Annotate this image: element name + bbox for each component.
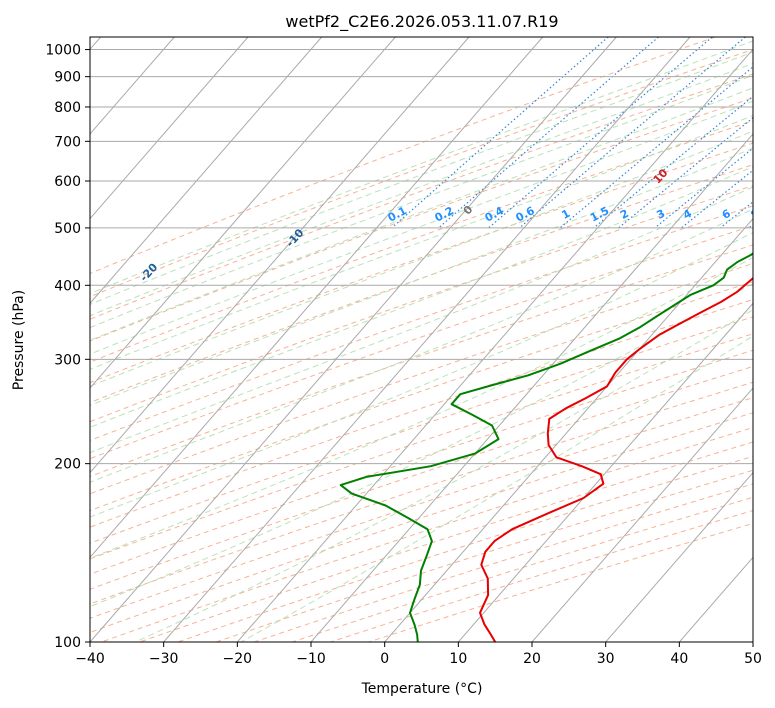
dry-adiabat-line (90, 281, 753, 512)
mixing-ratio-label: 0.6 (514, 204, 538, 225)
x-tick-label: 20 (523, 651, 541, 667)
dewpoint-profile-line (339, 252, 753, 642)
x-axis-label: Temperature (°C) (361, 681, 483, 697)
x-tick-label: 10 (449, 651, 467, 667)
y-tick-label: 900 (54, 70, 81, 86)
mixing-ratio-label: 3 (654, 207, 667, 222)
isotherm-line (90, 37, 617, 642)
mixing-ratio-line (519, 37, 746, 229)
isotherm-line (163, 37, 691, 642)
y-tick-label: 1000 (45, 43, 81, 59)
mixing-ratio-line (681, 169, 753, 229)
isotherm-line (457, 302, 753, 642)
moist-adiabat-line (90, 130, 753, 387)
moist-adiabat-line (90, 40, 753, 295)
y-tick-label: 800 (54, 100, 81, 116)
moist-adiabat-line (90, 74, 753, 329)
y-axis-label: Pressure (hPa) (11, 290, 27, 390)
dry-adiabat-line (330, 509, 753, 642)
moist-adiabat-line (90, 62, 753, 317)
dry-adiabat-line (139, 441, 753, 642)
profile-series (339, 252, 753, 642)
dry-adiabat-label: -20 (137, 260, 160, 284)
dry-adiabat-line (90, 73, 753, 320)
x-tick-label: −40 (75, 651, 105, 667)
mixing-ratio-line (654, 147, 753, 229)
x-tick-label: 40 (670, 651, 688, 667)
plot-frame (89, 36, 754, 643)
axes: −40 −30 −20 −10 0 10 20 30 40 5010009008007006005… (45, 43, 762, 667)
dry-adiabat-line (254, 483, 753, 642)
background-lines (90, 37, 775, 642)
dry-adiabat-line (90, 412, 753, 633)
isotherm-line (752, 641, 753, 642)
dry-adiabat-line (90, 185, 753, 423)
mixing-ratio-label: 1.5 (588, 204, 611, 225)
y-tick-label: 100 (54, 635, 81, 651)
isotherm-line (384, 217, 753, 642)
dry-adiabat-line (292, 496, 753, 642)
isotherm-line (236, 48, 753, 642)
x-tick-label: −20 (223, 651, 253, 667)
y-tick-label: 500 (54, 221, 81, 237)
moist-adiabat-line (135, 309, 753, 642)
chart-title: wetPf2_C2E6.2026.053.11.07.R19 (285, 12, 558, 32)
x-tick-label: −10 (296, 651, 326, 667)
mixing-ratio-label: 0.2 (433, 204, 456, 225)
dry-adiabat-line (101, 427, 753, 642)
dry-adiabat-line (90, 164, 753, 404)
dry-adiabat-line (90, 142, 753, 384)
isotherm-line (90, 37, 470, 474)
dry-adiabat-label: -30 (0, 300, 8, 324)
isotherm-line (678, 556, 753, 642)
dry-adiabat-line (90, 333, 753, 560)
y-tick-label: 400 (54, 278, 81, 294)
isotherms (90, 37, 753, 642)
moist-adiabat-line (240, 335, 753, 642)
isobars (90, 49, 753, 642)
isotherm-line (90, 37, 323, 305)
moist-adiabat-line (90, 232, 753, 518)
mixing-ratio-label: 8 (749, 207, 762, 222)
mixing-ratio-label: 0.4 (483, 204, 507, 225)
isotherm-line (90, 37, 396, 389)
x-tick-label: −30 (149, 651, 179, 667)
x-tick-label: 0 (380, 651, 389, 667)
dry-adiabat-line (90, 381, 753, 605)
dry-adiabat-line (90, 37, 716, 275)
mixing-ratio-line (488, 37, 713, 229)
dry-adiabat-line (90, 225, 753, 460)
temperature-profile-line (479, 276, 753, 642)
moist-adiabat-line (90, 51, 753, 305)
dry-adiabat-line (90, 49, 753, 298)
dry-adiabat-line (90, 316, 753, 544)
isotherm-line (531, 387, 753, 642)
x-tick-label: 50 (744, 651, 762, 667)
moist-adiabat-line (90, 257, 753, 559)
mixing-ratio-line (559, 66, 753, 229)
y-tick-label: 300 (54, 352, 81, 368)
mixing-ratio-line (772, 37, 775, 228)
moist-adiabat-label: 0 (461, 203, 476, 218)
isotherm-line (90, 37, 544, 559)
dry-adiabat-line (215, 469, 753, 642)
mixing-ratio-line (391, 37, 609, 229)
y-tick-label: 700 (54, 134, 81, 150)
y-tick-label: 200 (54, 457, 81, 473)
moist-adiabat-line (90, 186, 753, 454)
isotherm-line (310, 133, 753, 642)
isotherm-line (605, 471, 753, 642)
dry-adiabat-line (368, 522, 753, 642)
y-tick-label: 600 (54, 174, 81, 190)
mixing-ratio-label: 10 (768, 205, 775, 224)
mixing-ratio-label: 0.1 (386, 204, 409, 225)
isotherm-line (90, 37, 249, 220)
moist-adiabat-line (90, 87, 753, 341)
x-tick-label: 30 (597, 651, 615, 667)
mixing-ratio-line (593, 95, 753, 229)
moist-adiabat-line (90, 147, 753, 406)
